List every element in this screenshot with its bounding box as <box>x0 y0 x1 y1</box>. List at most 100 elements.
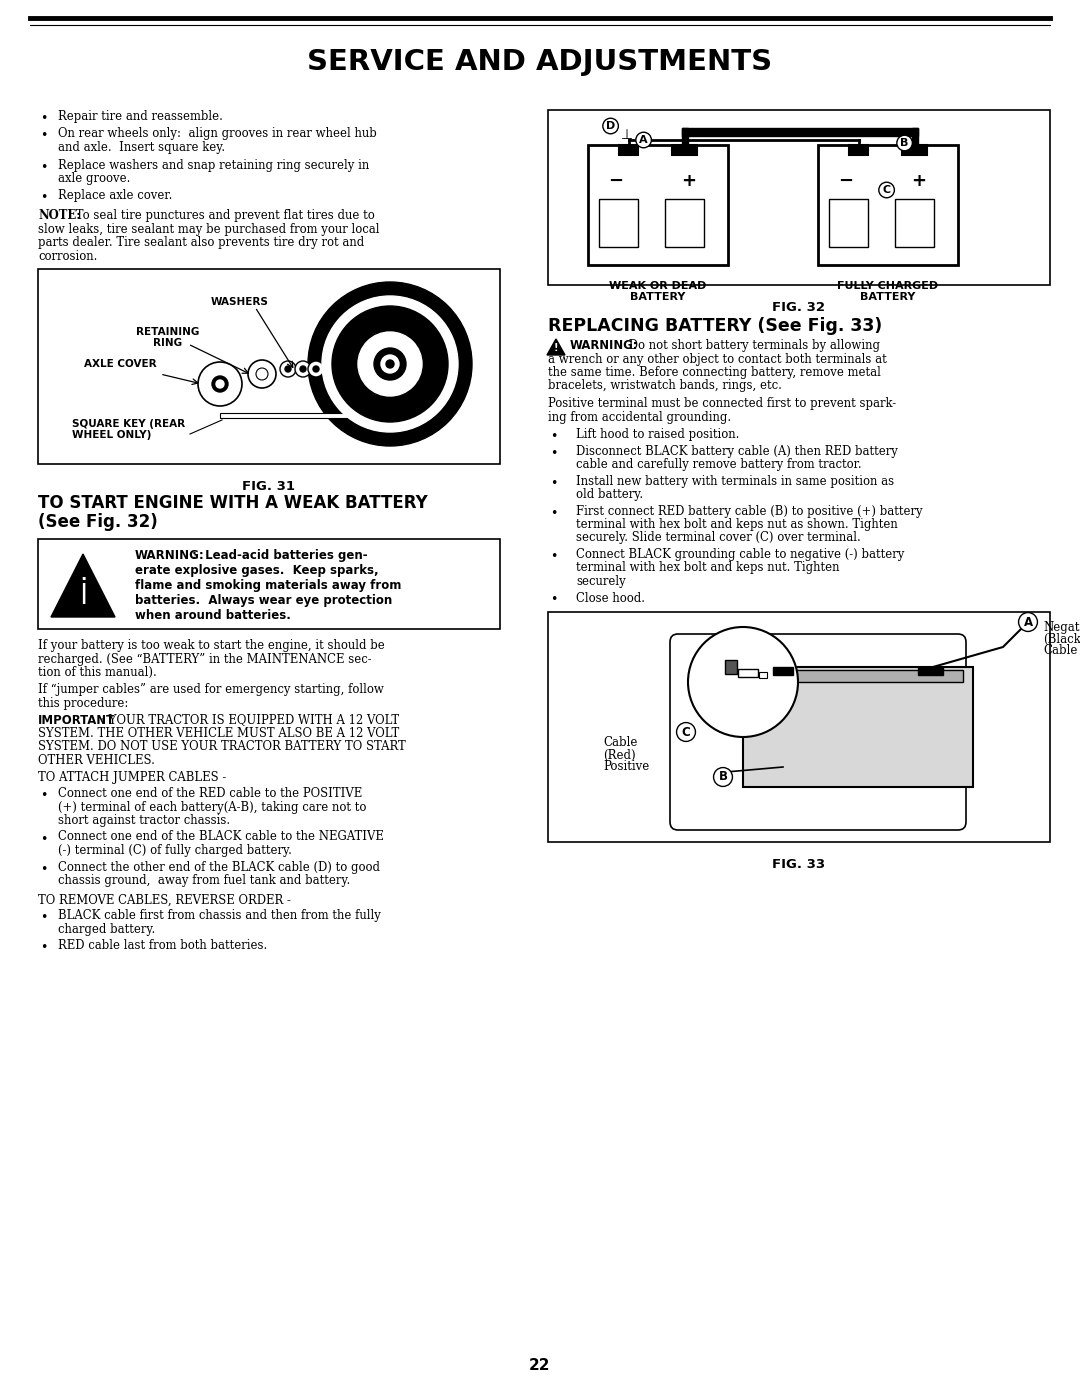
Circle shape <box>374 348 406 380</box>
Text: Connect one end of the RED cable to the POSITIVE: Connect one end of the RED cable to the … <box>58 787 362 800</box>
Bar <box>753 671 963 682</box>
Text: If “jumper cables” are used for emergency starting, follow: If “jumper cables” are used for emergenc… <box>38 683 383 697</box>
Text: To seal tire punctures and prevent flat tires due to: To seal tire punctures and prevent flat … <box>72 210 375 222</box>
Bar <box>681 129 918 136</box>
Text: FIG. 33: FIG. 33 <box>772 858 825 870</box>
Text: A: A <box>639 136 648 145</box>
Circle shape <box>322 296 458 432</box>
Text: ⊥: ⊥ <box>621 129 633 142</box>
Circle shape <box>280 360 296 377</box>
Bar <box>619 145 638 155</box>
Text: Disconnect BLACK battery cable (A) then RED battery: Disconnect BLACK battery cable (A) then … <box>576 444 897 457</box>
Text: (Red): (Red) <box>603 749 636 761</box>
Text: a wrench or any other object to contact both terminals at: a wrench or any other object to contact … <box>548 352 887 366</box>
Text: •: • <box>40 789 48 802</box>
Text: RED cable last from both batteries.: RED cable last from both batteries. <box>58 939 267 951</box>
Text: C: C <box>882 184 891 196</box>
Text: Repair tire and reassemble.: Repair tire and reassemble. <box>58 110 222 123</box>
Text: slow leaks, tire sealant may be purchased from your local: slow leaks, tire sealant may be purchase… <box>38 222 379 236</box>
Text: terminal with hex bolt and keps nut as shown. Tighten: terminal with hex bolt and keps nut as s… <box>576 518 897 531</box>
Text: NOTE:: NOTE: <box>38 210 81 222</box>
Text: B: B <box>718 771 728 784</box>
Text: AXLE COVER: AXLE COVER <box>83 359 157 369</box>
Text: (-) terminal (C) of fully charged battery.: (-) terminal (C) of fully charged batter… <box>58 844 292 856</box>
Bar <box>738 669 758 678</box>
Text: cable and carefully remove battery from tractor.: cable and carefully remove battery from … <box>576 458 862 471</box>
Text: Cable: Cable <box>603 736 637 750</box>
Text: corrosion.: corrosion. <box>38 250 97 263</box>
Circle shape <box>386 360 394 367</box>
Text: when around batteries.: when around batteries. <box>135 609 291 622</box>
Text: SYSTEM. DO NOT USE YOUR TRACTOR BATTERY TO START: SYSTEM. DO NOT USE YOUR TRACTOR BATTERY … <box>38 740 406 753</box>
Circle shape <box>256 367 268 380</box>
Text: erate explosive gases.  Keep sparks,: erate explosive gases. Keep sparks, <box>135 564 379 577</box>
Circle shape <box>313 366 319 372</box>
Text: recharged. (See “BATTERY” in the MAINTENANCE sec-: recharged. (See “BATTERY” in the MAINTEN… <box>38 652 372 665</box>
Text: !: ! <box>554 344 558 353</box>
Circle shape <box>332 306 448 422</box>
Text: 22: 22 <box>529 1358 551 1372</box>
Text: charged battery.: charged battery. <box>58 922 156 936</box>
Text: Cable: Cable <box>1043 644 1078 658</box>
Circle shape <box>381 355 399 373</box>
Text: Negative: Negative <box>1043 620 1080 633</box>
Circle shape <box>248 360 276 388</box>
Text: ing from accidental grounding.: ing from accidental grounding. <box>548 411 731 423</box>
Text: WASHERS: WASHERS <box>211 298 269 307</box>
Text: WARNING:: WARNING: <box>570 339 638 352</box>
Text: flame and smoking materials away from: flame and smoking materials away from <box>135 578 402 592</box>
Text: Connect BLACK grounding cable to negative (-) battery: Connect BLACK grounding cable to negativ… <box>576 548 904 562</box>
Bar <box>38 539 500 629</box>
Bar <box>599 198 638 247</box>
Text: •: • <box>40 942 48 954</box>
Text: (+) terminal of each battery(A-B), taking care not to: (+) terminal of each battery(A-B), takin… <box>58 800 366 813</box>
Text: REPLACING BATTERY (See Fig. 33): REPLACING BATTERY (See Fig. 33) <box>548 317 882 335</box>
Text: •: • <box>551 550 557 563</box>
Text: TO ATTACH JUMPER CABLES -: TO ATTACH JUMPER CABLES - <box>38 771 226 785</box>
Bar <box>665 198 704 247</box>
Bar <box>548 110 1050 285</box>
Bar <box>912 129 918 149</box>
Bar <box>849 145 868 155</box>
Text: •: • <box>40 911 48 923</box>
Text: (Black): (Black) <box>1043 633 1080 645</box>
Text: (See Fig. 32): (See Fig. 32) <box>38 513 158 531</box>
Bar <box>725 659 737 673</box>
Text: •: • <box>40 161 48 173</box>
Text: SERVICE AND ADJUSTMENTS: SERVICE AND ADJUSTMENTS <box>308 47 772 75</box>
Text: batteries.  Always wear eye protection: batteries. Always wear eye protection <box>135 594 392 608</box>
Circle shape <box>308 360 324 377</box>
Text: Close hood.: Close hood. <box>576 591 645 605</box>
Text: On rear wheels only:  align grooves in rear wheel hub: On rear wheels only: align grooves in re… <box>58 127 377 141</box>
Bar <box>220 414 350 418</box>
Text: terminal with hex bolt and keps nut. Tighten: terminal with hex bolt and keps nut. Tig… <box>576 562 839 574</box>
Bar <box>38 270 500 464</box>
Circle shape <box>285 366 291 372</box>
Text: •: • <box>551 430 557 443</box>
Text: Replace washers and snap retaining ring securely in: Replace washers and snap retaining ring … <box>58 158 369 172</box>
Text: •: • <box>40 833 48 845</box>
Bar <box>918 666 943 675</box>
Text: •: • <box>551 594 557 606</box>
Text: First connect RED battery cable (B) to positive (+) battery: First connect RED battery cable (B) to p… <box>576 504 922 517</box>
Circle shape <box>357 332 422 395</box>
Text: Connect the other end of the BLACK cable (D) to good: Connect the other end of the BLACK cable… <box>58 861 380 873</box>
Text: BATTERY: BATTERY <box>861 292 916 302</box>
Text: short against tractor chassis.: short against tractor chassis. <box>58 814 230 827</box>
Bar <box>829 198 868 247</box>
Text: •: • <box>40 130 48 142</box>
Text: FIG. 32: FIG. 32 <box>772 300 825 314</box>
Bar <box>588 145 728 265</box>
Circle shape <box>308 282 472 446</box>
Text: SQUARE KEY (REAR: SQUARE KEY (REAR <box>72 419 185 429</box>
Text: •: • <box>40 112 48 124</box>
Text: •: • <box>40 191 48 204</box>
FancyBboxPatch shape <box>670 634 966 830</box>
Text: this procedure:: this procedure: <box>38 697 129 710</box>
Bar <box>902 145 928 155</box>
Text: old battery.: old battery. <box>576 488 643 502</box>
Text: : YOUR TRACTOR IS EQUIPPED WITH A 12 VOLT: : YOUR TRACTOR IS EQUIPPED WITH A 12 VOL… <box>102 714 400 726</box>
Text: −: − <box>608 172 623 190</box>
Text: Replace axle cover.: Replace axle cover. <box>58 190 173 203</box>
Circle shape <box>198 362 242 407</box>
